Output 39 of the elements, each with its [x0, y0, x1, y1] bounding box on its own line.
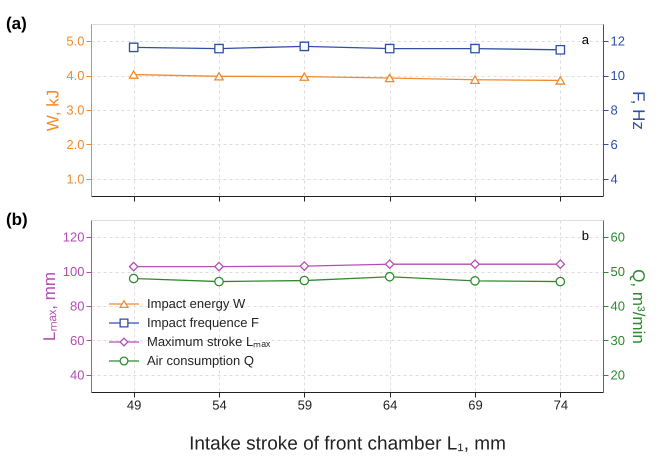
y-tick-label: 2.0	[66, 136, 84, 152]
y-axis-title: W, kJ	[43, 90, 62, 132]
legend-label: Maximum stroke Lₘₐₓ	[147, 334, 272, 349]
y-axis-title: Lₘₐₓ, mm	[40, 272, 59, 342]
x-tick-label: 54	[212, 398, 227, 412]
y2-axis-title: Q, m³/min	[628, 269, 648, 344]
y-tick-label: 100	[62, 264, 84, 280]
y2-tick-label: 40	[610, 298, 625, 314]
annotation: b	[582, 228, 589, 243]
y2-tick-label: 50	[610, 264, 625, 280]
y2-tick-label: 60	[610, 230, 625, 245]
y-tick-label: 60	[70, 332, 84, 348]
y-tick-label: 4.0	[66, 68, 84, 84]
chart-title: (b)	[6, 210, 28, 229]
annotation: a	[582, 32, 590, 47]
y2-tick-label: 10	[610, 68, 625, 84]
x-tick-label: 74	[554, 398, 568, 412]
y2-tick-label: 30	[610, 332, 625, 348]
y2-tick-label: 12	[610, 34, 625, 49]
y2-tick-label: 8	[610, 102, 618, 118]
y-tick-label: 40	[70, 367, 84, 382]
x-tick-label: 69	[468, 398, 483, 412]
y-tick-label: 80	[70, 298, 84, 314]
y2-tick-label: 4	[610, 171, 618, 186]
x-axis-title: Intake stroke of front chamber L₁, mm	[189, 434, 506, 454]
y-tick-label: 5.0	[66, 34, 84, 49]
y-tick-label: 1.0	[66, 171, 84, 186]
legend-label: Impact energy W	[147, 296, 246, 311]
x-tick-label: 49	[126, 398, 142, 412]
x-tick-label: 64	[382, 398, 398, 412]
legend-label: Air consumption Q	[147, 353, 254, 368]
y-tick-label: 3.0	[66, 102, 84, 118]
y2-tick-label: 6	[610, 136, 618, 152]
y2-axis-title: F, Hz	[628, 91, 648, 130]
y-tick-label: 120	[62, 230, 84, 245]
legend-label: Impact frequence F	[147, 315, 260, 330]
x-tick-label: 59	[298, 398, 312, 412]
chart-title: (a)	[6, 14, 27, 33]
y2-tick-label: 20	[610, 367, 625, 382]
